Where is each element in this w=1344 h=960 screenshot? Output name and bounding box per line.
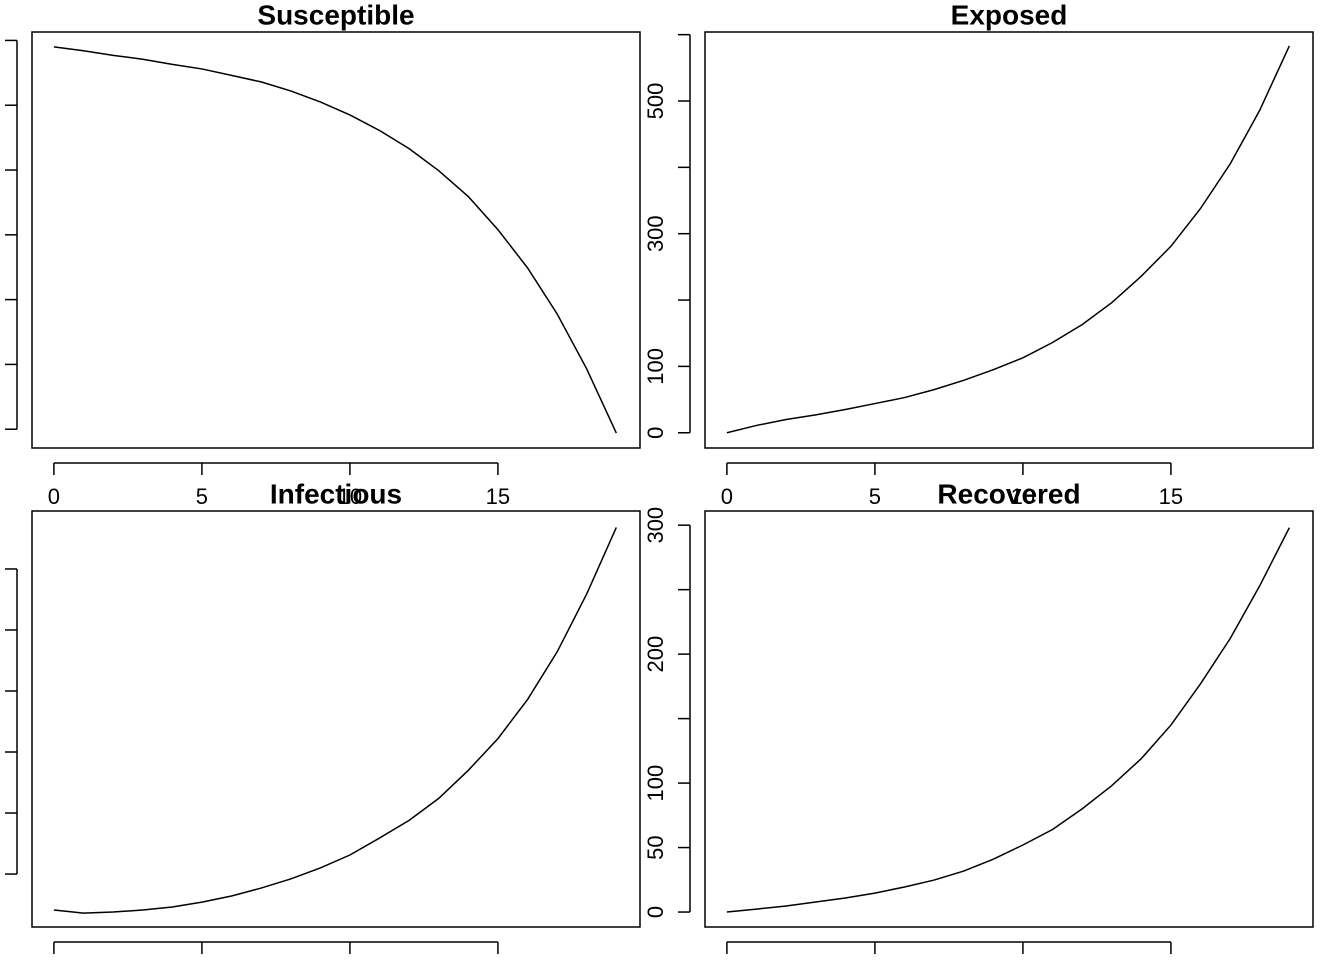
y-tick-label: 300 [643,215,668,252]
plot-box [704,510,1314,928]
y-tick-label: 50 [643,835,668,859]
x-tick-label: 5 [196,484,208,509]
y-tick-label: 200 [643,636,668,673]
series-line [53,527,618,914]
panel-title: Recovered [937,478,1080,509]
x-tick-label: 15 [1159,484,1183,509]
x-tick-label: 0 [48,484,60,509]
series-line [726,527,1290,913]
plot-box [31,510,641,928]
y-tick-label: 100 [643,348,668,385]
plot-box [31,31,641,449]
panel-title: Infectious [270,478,402,509]
series-line [726,45,1291,434]
panel-title: Exposed [951,0,1068,30]
y-tick-label: 0 [643,906,668,918]
y-tick-label: 500 [643,83,668,120]
x-tick-label: 15 [486,484,510,509]
plot-box [704,31,1314,449]
series-line [53,46,618,434]
y-tick-label: 0 [643,427,668,439]
y-tick-label: 300 [643,507,668,544]
x-tick-label: 0 [721,484,733,509]
x-tick-label: 10 [1011,484,1035,509]
x-tick-label: 10 [338,484,362,509]
panel-title: Susceptible [257,0,414,30]
y-tick-label: 100 [643,765,668,802]
x-tick-label: 5 [869,484,881,509]
